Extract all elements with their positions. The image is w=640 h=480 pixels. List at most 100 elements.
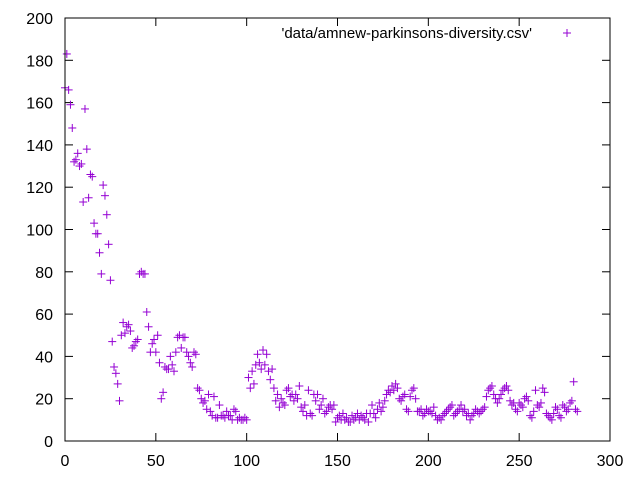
data-point xyxy=(242,415,251,424)
data-point xyxy=(364,417,373,426)
x-tick-label: 50 xyxy=(147,453,165,470)
data-point xyxy=(573,407,582,416)
data-point xyxy=(257,365,266,374)
y-tick-label: 40 xyxy=(35,349,53,366)
data-point xyxy=(73,149,82,158)
data-point xyxy=(229,405,238,414)
y-tick-label: 20 xyxy=(35,392,53,409)
data-point xyxy=(500,384,509,393)
data-point xyxy=(79,198,88,207)
data-point xyxy=(191,350,200,359)
data-point xyxy=(426,407,435,416)
data-point xyxy=(271,396,280,405)
data-point xyxy=(460,405,469,414)
data-point xyxy=(567,396,576,405)
data-point xyxy=(153,331,162,340)
data-point xyxy=(297,403,306,412)
data-point xyxy=(291,390,300,399)
data-point xyxy=(471,405,480,414)
data-point xyxy=(97,269,106,278)
data-point xyxy=(208,411,217,420)
data-point xyxy=(170,367,178,376)
data-point xyxy=(486,384,495,393)
data-point xyxy=(506,396,515,405)
data-point xyxy=(269,384,278,393)
data-point xyxy=(495,394,504,403)
data-point xyxy=(131,337,140,346)
y-tick-label: 140 xyxy=(26,138,53,155)
data-point xyxy=(395,394,404,403)
data-point xyxy=(351,413,360,422)
data-point xyxy=(157,394,166,403)
data-point xyxy=(446,403,455,412)
data-point xyxy=(484,386,493,395)
data-point xyxy=(553,405,562,414)
data-point xyxy=(280,401,289,410)
data-point xyxy=(119,318,128,327)
data-point xyxy=(329,401,338,410)
data-point xyxy=(415,407,424,416)
y-tick-label: 160 xyxy=(26,96,53,113)
data-point xyxy=(566,398,575,407)
data-point xyxy=(516,401,525,410)
data-point xyxy=(220,413,229,422)
data-point xyxy=(522,392,531,401)
data-point xyxy=(248,367,257,376)
data-point xyxy=(253,350,262,359)
data-point xyxy=(151,348,160,357)
data-point xyxy=(427,409,436,418)
data-point xyxy=(306,409,315,418)
data-point xyxy=(86,170,95,179)
data-point xyxy=(438,411,447,420)
data-point xyxy=(130,341,139,350)
x-tick-label: 300 xyxy=(597,453,624,470)
data-point xyxy=(411,394,420,403)
data-point xyxy=(244,373,253,382)
data-point xyxy=(338,409,347,418)
data-point xyxy=(335,411,344,420)
data-point xyxy=(422,405,431,414)
data-point xyxy=(564,405,573,414)
data-point xyxy=(368,401,377,410)
data-point xyxy=(315,405,324,414)
data-point xyxy=(300,401,309,410)
data-point xyxy=(571,405,580,414)
data-point xyxy=(313,390,322,399)
data-point xyxy=(542,409,551,418)
data-point xyxy=(182,348,191,357)
y-tick-label: 200 xyxy=(26,11,53,28)
data-point xyxy=(293,394,302,403)
data-point xyxy=(142,307,151,316)
data-point xyxy=(82,145,91,154)
data-point xyxy=(90,219,99,228)
data-point xyxy=(289,396,298,405)
data-point xyxy=(324,403,333,412)
data-point xyxy=(120,329,129,338)
data-point xyxy=(222,407,231,416)
data-point xyxy=(507,401,516,410)
data-point xyxy=(148,339,157,348)
data-point xyxy=(175,331,184,340)
data-point xyxy=(318,394,327,403)
data-point xyxy=(353,409,362,418)
data-point xyxy=(184,352,193,361)
data-point xyxy=(515,398,524,407)
data-point xyxy=(393,384,402,393)
data-point xyxy=(549,409,558,418)
data-point xyxy=(171,348,180,357)
data-point xyxy=(477,407,486,416)
data-point xyxy=(457,401,466,410)
data-point xyxy=(298,407,307,416)
data-point xyxy=(328,405,337,414)
data-point xyxy=(115,396,124,405)
data-point xyxy=(369,409,378,418)
data-point xyxy=(400,390,409,399)
data-point xyxy=(77,159,86,168)
data-point xyxy=(440,409,449,418)
legend-label: 'data/amnew-parkinsons-diversity.csv' xyxy=(281,25,532,42)
data-point xyxy=(358,413,367,422)
y-tick-label: 120 xyxy=(26,180,53,197)
data-point xyxy=(64,85,73,94)
data-point xyxy=(467,411,476,420)
